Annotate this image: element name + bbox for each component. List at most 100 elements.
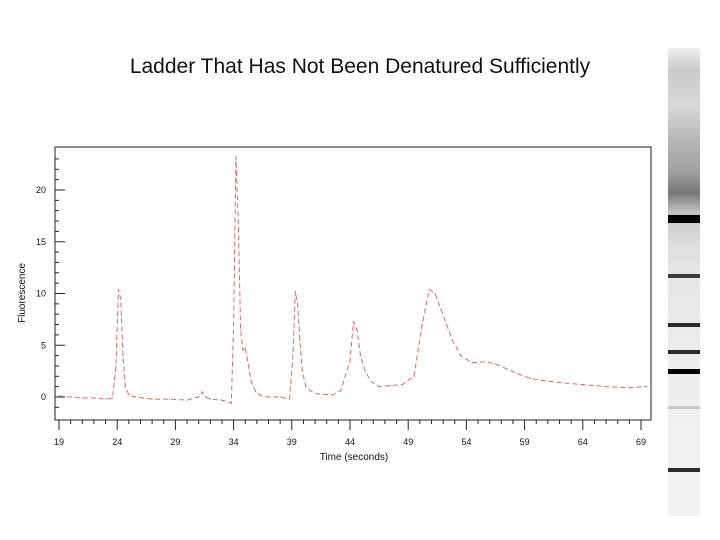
- data-point: [370, 380, 372, 383]
- gel-band: [668, 468, 700, 472]
- y-tick-label: 10: [36, 289, 46, 299]
- y-tick-label: 0: [41, 392, 46, 402]
- data-point: [201, 391, 203, 393]
- data-point: [111, 397, 114, 399]
- data-point: [105, 398, 107, 400]
- data-point: [205, 396, 207, 398]
- data-point: [134, 396, 136, 398]
- data-point: [316, 393, 318, 395]
- gel-lane-image: [668, 48, 700, 516]
- data-point: [364, 370, 366, 372]
- data-point: [93, 397, 95, 399]
- data-point: [309, 390, 311, 392]
- data-point: [446, 324, 448, 326]
- gel-band: [668, 215, 700, 223]
- data-point: [440, 308, 442, 310]
- data-point: [352, 320, 355, 322]
- data-point: [434, 292, 436, 295]
- data-point: [292, 355, 294, 357]
- data-point: [390, 385, 392, 387]
- data-point: [421, 324, 423, 326]
- data-point: [288, 398, 291, 400]
- data-point: [541, 379, 543, 381]
- data-point: [646, 386, 648, 388]
- gel-lane-background: [668, 48, 700, 516]
- data-point: [279, 396, 281, 398]
- data-point: [255, 391, 257, 393]
- data-point: [242, 349, 244, 351]
- data-point: [305, 386, 307, 388]
- plot-frame: [54, 146, 652, 421]
- data-point: [267, 396, 270, 398]
- data-point: [124, 386, 126, 388]
- data-point: [518, 373, 520, 375]
- data-point: [605, 386, 607, 388]
- data-point: [235, 156, 237, 158]
- data-point: [331, 394, 334, 396]
- series-line: [58, 156, 647, 404]
- data-point: [359, 355, 362, 357]
- data-point: [483, 361, 485, 363]
- gel-band: [668, 406, 700, 409]
- data-point: [250, 380, 252, 383]
- data-point: [198, 396, 200, 398]
- data-point: [247, 360, 249, 362]
- data-point: [58, 395, 60, 397]
- gel-bands: [668, 215, 700, 472]
- gel-band: [668, 323, 700, 327]
- y-axis-label: Fluorescence: [17, 263, 28, 323]
- gel-band: [668, 350, 700, 354]
- data-point: [349, 360, 351, 362]
- data-point: [378, 386, 380, 388]
- series-layer: [58, 156, 648, 404]
- data-point: [122, 355, 124, 357]
- data-point: [209, 398, 211, 400]
- data-point: [558, 381, 561, 384]
- data-point: [428, 288, 430, 290]
- data-point: [506, 368, 508, 370]
- data-point: [471, 362, 473, 364]
- x-tick-label: 64: [578, 437, 588, 447]
- x-tick-label: 44: [345, 437, 355, 447]
- x-axis: 19 24 29 34 39 44 49 54 59 64 69: [54, 420, 646, 447]
- data-point: [529, 377, 532, 379]
- data-point: [340, 390, 342, 392]
- x-tick-label: 29: [170, 437, 180, 447]
- y-tick-label: 15: [36, 237, 46, 247]
- data-point: [582, 384, 584, 386]
- data-point: [297, 303, 299, 305]
- data-point: [413, 375, 415, 377]
- x-tick-label: 59: [520, 437, 530, 447]
- data-point: [301, 370, 303, 372]
- y-tick-label: 20: [36, 185, 46, 195]
- data-point: [356, 329, 358, 331]
- x-tick-label: 19: [54, 437, 64, 447]
- data-point: [151, 398, 153, 400]
- x-tick-label: 34: [229, 437, 239, 447]
- data-point: [628, 387, 631, 389]
- x-tick-label: 49: [403, 437, 413, 447]
- data-point: [237, 220, 239, 222]
- data-point: [186, 399, 188, 401]
- data-point: [70, 396, 72, 398]
- x-tick-label: 24: [112, 437, 122, 447]
- electropherogram-chart: 19 24 29 34 39 44 49 54 59 64 69 0 5 10 15 20 Time (se…: [17, 146, 652, 463]
- y-tick-label: 5: [41, 340, 46, 350]
- data-point: [169, 398, 171, 400]
- data-point: [120, 298, 122, 300]
- data-point: [117, 288, 119, 290]
- data-point: [451, 339, 453, 341]
- data-point: [81, 397, 83, 399]
- x-tick-label: 69: [636, 437, 646, 447]
- data-point: [128, 394, 130, 396]
- data-point: [260, 395, 263, 397]
- data-point: [230, 402, 232, 404]
- data-point: [401, 384, 403, 386]
- data-point: [233, 324, 235, 326]
- data-point: [299, 339, 301, 341]
- x-axis-label: Time (seconds): [320, 452, 389, 463]
- data-point: [240, 329, 242, 331]
- chart-title: Ladder That Has Not Been Denatured Suffi…: [129, 55, 591, 78]
- data-point: [460, 355, 462, 357]
- data-point: [294, 290, 296, 292]
